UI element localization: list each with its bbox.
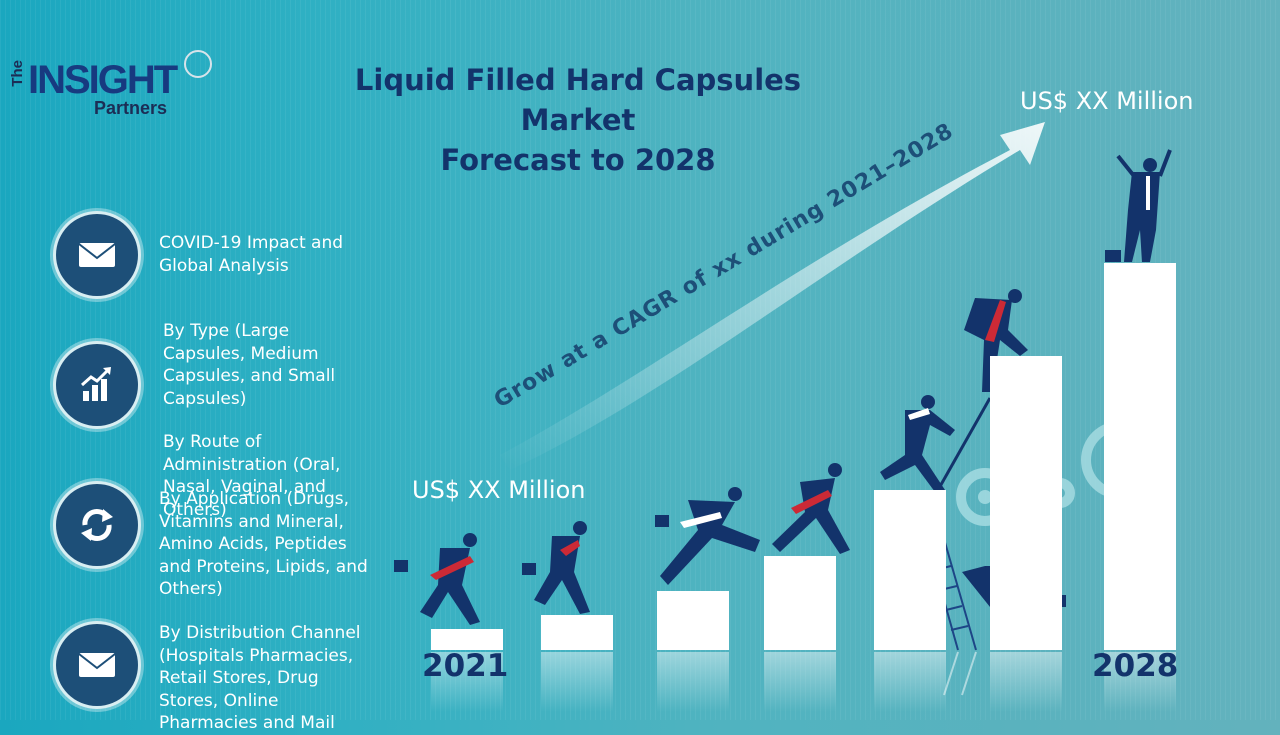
segment-line: Vitamins and Mineral,	[159, 511, 344, 532]
segment-line: Nasal, Vaginal, and	[163, 477, 326, 497]
bar-reflection	[990, 652, 1062, 712]
runner-3-icon	[655, 487, 760, 585]
segment-line: Others)	[163, 499, 227, 520]
forecast-bar	[874, 490, 946, 650]
segment-line: By Application (Drugs,	[159, 489, 350, 509]
page-title: Liquid Filled Hard Capsules Market Forec…	[300, 60, 856, 180]
forecast-bar	[764, 556, 836, 650]
type-segment-icon-badge	[56, 344, 138, 426]
segment-line: Others)	[159, 579, 223, 599]
distribution-segment-icon-badge	[56, 624, 138, 706]
red-tie-icon	[430, 300, 1006, 580]
segment-line: Administration (Oral,	[163, 454, 341, 475]
segment-line: Stores, Online	[159, 690, 279, 711]
runner-2-icon	[522, 521, 590, 614]
segment-line: Capsules, Medium	[163, 343, 319, 364]
end-value-label: US$ XX Million	[1020, 87, 1194, 115]
segment-line: and Proteins, Lipids, and	[159, 556, 368, 577]
bar-reflection	[764, 652, 836, 712]
bar-reflection	[431, 652, 503, 712]
segment-application: By Application (Drugs, Vitamins and Mine…	[159, 488, 368, 601]
business-figures-icon	[394, 149, 1172, 650]
climber-2-icon	[964, 289, 1028, 392]
segment-line: Capsules)	[163, 388, 247, 409]
envelope-icon	[78, 653, 116, 677]
background-texture	[0, 0, 1280, 720]
start-value-label: US$ XX Million	[412, 476, 586, 504]
climber-1-icon	[880, 395, 955, 492]
segment-route: By Route of Administration (Oral, Nasal,…	[163, 431, 340, 521]
segment-line: Global Analysis	[159, 255, 289, 276]
forecast-bar	[990, 356, 1062, 650]
forecast-bar	[431, 629, 503, 650]
bar-reflection	[657, 652, 729, 712]
segment-line: Capsules, and Small	[163, 366, 336, 386]
segment-line: Retail Stores, Drug	[159, 668, 319, 688]
refresh-icon	[81, 509, 113, 541]
title-line-1: Liquid Filled Hard Capsules Market	[354, 63, 802, 137]
runner-4-icon	[772, 463, 850, 554]
white-tie-icon	[680, 176, 1150, 528]
application-segment-icon-badge	[56, 484, 138, 566]
end-year-label: 2028	[1092, 648, 1179, 684]
segment-line: Amino Acids, Peptides	[159, 534, 347, 554]
segment-type: By Type (Large Capsules, Medium Capsules…	[163, 320, 335, 410]
growth-chart-icon	[81, 367, 111, 401]
logo-ring	[184, 50, 212, 78]
ladder-reflection-icon	[943, 651, 977, 696]
segment-line: By Type (Large	[163, 321, 290, 341]
climbing-pole-icon	[936, 397, 992, 491]
forecast-bar	[657, 591, 729, 650]
insight-partners-logo: The INSIGHT Partners	[6, 48, 212, 123]
segment-line: By Route of	[163, 432, 262, 452]
segment-covid: COVID-19 Impact and Global Analysis	[159, 232, 343, 277]
start-year-label: 2021	[422, 648, 509, 684]
bar-reflection	[1104, 652, 1176, 712]
logo-insight: INSIGHT	[28, 58, 178, 102]
winner-figure-icon	[1105, 149, 1172, 262]
forecast-bar	[1104, 263, 1176, 650]
title-line-2: Forecast to 2028	[440, 143, 716, 177]
segment-line: COVID-19 Impact and	[159, 233, 344, 253]
runner-1-icon	[394, 533, 480, 625]
bar-reflection	[874, 652, 946, 712]
segment-line: (Hospitals Pharmacies,	[159, 645, 354, 666]
segment-line: By Distribution Channel	[159, 623, 361, 643]
logo-partners: Partners	[94, 98, 168, 118]
envelope-icon	[78, 243, 116, 267]
bar-reflection	[541, 652, 613, 712]
growth-arrow-icon	[500, 122, 1045, 470]
forecast-bar	[541, 615, 613, 650]
covid-segment-icon-badge	[56, 214, 138, 296]
